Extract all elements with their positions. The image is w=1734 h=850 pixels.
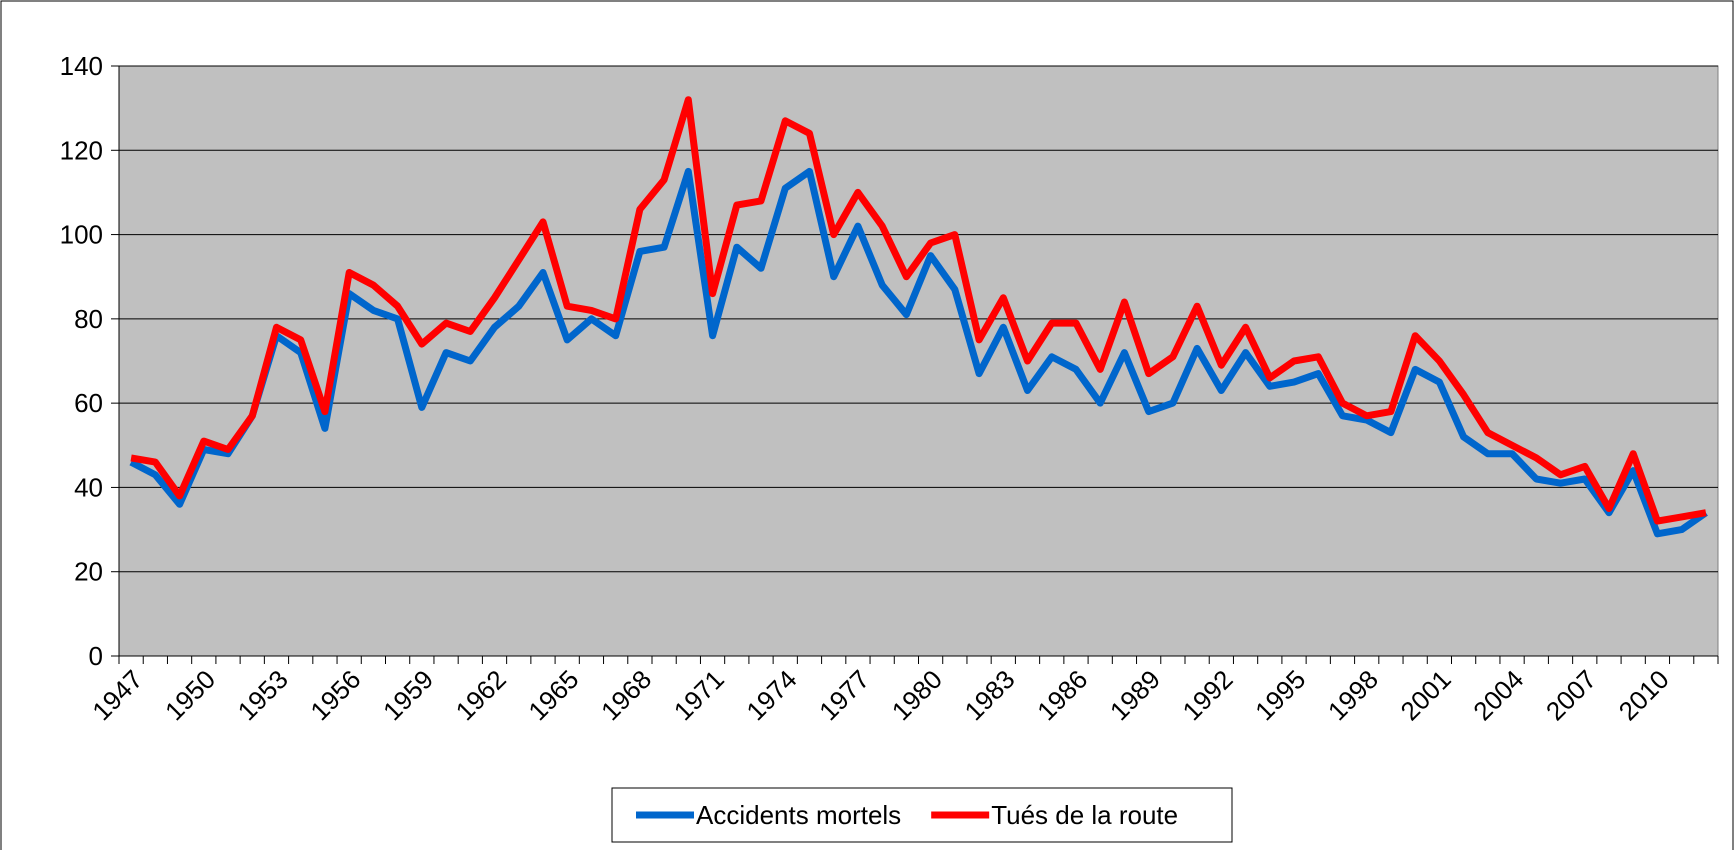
legend-label: Accidents mortels (696, 800, 901, 830)
series-line (130, 96, 1707, 525)
y-tick-label: 80 (74, 304, 103, 334)
plot-area (118, 65, 1719, 657)
y-tick-label: 60 (74, 388, 103, 418)
y-tick-label: 140 (60, 51, 103, 81)
y-tick-label: 100 (60, 220, 103, 250)
series-line (129, 167, 1708, 538)
y-tick-label: 20 (74, 557, 103, 587)
y-tick-label: 0 (89, 641, 103, 671)
y-tick-label: 40 (74, 472, 103, 502)
legend-label: Tués de la route (991, 800, 1178, 830)
y-tick-label: 120 (60, 135, 103, 165)
legend-box (611, 787, 1233, 843)
